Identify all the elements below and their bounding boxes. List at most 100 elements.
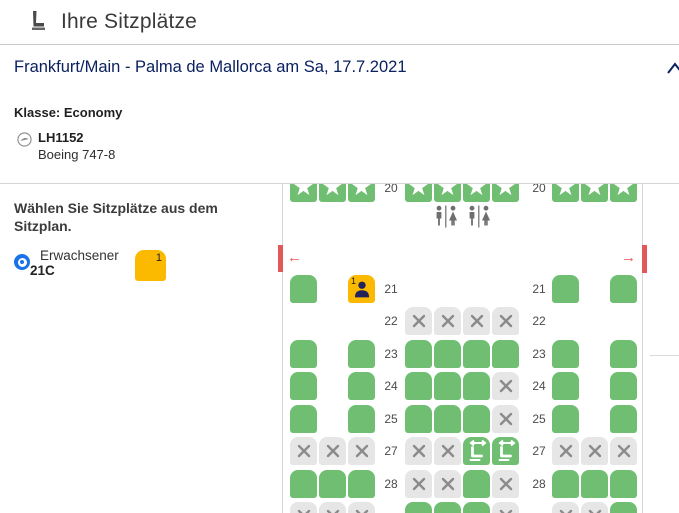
seat-available[interactable] [610,405,637,433]
seat-available[interactable] [434,502,461,513]
seat-available[interactable] [348,470,375,498]
aircraft-type: Boeing 747-8 [38,147,116,162]
seat-available[interactable] [405,340,432,368]
seat-available[interactable] [348,340,375,368]
seat-star[interactable]: ★ [348,184,375,202]
passenger-seat: 21C [30,263,55,278]
row-label: 23 [384,347,398,361]
seat-blocked [290,502,317,513]
seat-available[interactable] [610,275,637,303]
seat-star[interactable]: ★ [463,184,490,202]
seat-blocked [348,437,375,465]
seat-available[interactable] [348,405,375,433]
seat-available[interactable] [405,372,432,400]
seat-blocked [405,470,432,498]
seat-star[interactable]: ★ [581,184,608,202]
seat-blocked [463,307,490,335]
seat-available[interactable] [492,340,519,368]
seat-blocked [434,470,461,498]
seat-available[interactable] [290,470,317,498]
chevron-up-icon[interactable] [667,62,679,74]
seat-blocked [319,502,346,513]
sidebar: Wählen Sie Sitzplätze aus dem Sitzplan. … [0,184,283,513]
row-label: 20 [384,184,398,195]
seat-blocked [434,307,461,335]
seat-star[interactable]: ★ [434,184,461,202]
row-label: 25 [532,412,546,426]
row-label: 20 [532,184,546,195]
row-label: 21 [384,282,398,296]
seat-available[interactable] [552,372,579,400]
seat-blocked [581,437,608,465]
seat-available[interactable] [552,405,579,433]
seat-star[interactable]: ★ [552,184,579,202]
seat-legroom[interactable] [463,437,490,465]
seat-star[interactable]: ★ [405,184,432,202]
passenger-row: Erwachsener 21C [14,248,119,278]
row-label: 27 [384,444,398,458]
seat-blocked [492,307,519,335]
seat-star[interactable]: ★ [319,184,346,202]
seat-available[interactable] [434,340,461,368]
seat-star[interactable]: ★ [290,184,317,202]
route-accordion[interactable]: Frankfurt/Main - Palma de Mallorca am Sa… [0,52,679,82]
row-label: 23 [532,347,546,361]
seat-selected[interactable]: 1 [348,275,375,303]
seat-legroom[interactable] [492,437,519,465]
row-label: 28 [532,477,546,491]
seat-available[interactable] [463,340,490,368]
seat-available[interactable] [405,502,432,513]
page-title: Ihre Sitzplätze [61,10,198,33]
seat-available[interactable] [610,502,637,513]
exit-right-icon [642,245,647,273]
seat-available[interactable] [290,405,317,433]
exit-left-icon [278,245,283,272]
seat-available[interactable] [405,405,432,433]
instruction-text: Wählen Sie Sitzplätze aus dem Sitzplan. [14,200,218,234]
route-title: Frankfurt/Main - Palma de Mallorca am Sa… [14,57,407,76]
row-label: 27 [532,444,546,458]
seat-available[interactable] [290,340,317,368]
flight-number: LH1152 [38,130,84,145]
seat-star[interactable]: ★ [492,184,519,202]
seat-blocked [581,502,608,513]
seat-available[interactable] [463,502,490,513]
seat-available[interactable] [348,372,375,400]
row-label: 22 [384,314,398,328]
seat-available[interactable] [290,372,317,400]
panel-edge-line [650,355,679,356]
seat-available[interactable] [463,470,490,498]
seat-blocked [434,437,461,465]
row-label: 24 [384,379,398,393]
seat-available[interactable] [610,470,637,498]
seat-blocked [552,437,579,465]
seat-map: ★ ★ ★ ★ ★ ★ ★ ★ ★ ★ 20 20 1 21 21 22 22 23 23 24 24 25 25 27 27 2… [283,184,643,513]
seat-blocked [492,372,519,400]
seat-star[interactable]: ★ [610,184,637,202]
passenger-radio[interactable] [14,254,30,270]
seat-blocked [405,437,432,465]
exit-left-arrow-icon: ← [287,249,302,266]
seat-counter-icon: 1 [135,250,166,281]
row-label: 21 [532,282,546,296]
seat-blocked [492,502,519,513]
seat-available[interactable] [610,340,637,368]
seat-blocked [290,437,317,465]
seat-available[interactable] [463,372,490,400]
seat-blocked [492,405,519,433]
seat-available[interactable] [434,372,461,400]
seat-available[interactable] [552,470,579,498]
row-label: 24 [532,379,546,393]
seat-available[interactable] [434,405,461,433]
seat-available[interactable] [463,405,490,433]
seat-available[interactable] [552,275,579,303]
seat-available[interactable] [581,470,608,498]
seat-available[interactable] [552,340,579,368]
seat-available[interactable] [319,470,346,498]
page-header: Ihre Sitzplätze [0,0,679,45]
seat-available[interactable] [290,275,317,303]
seat-available[interactable] [610,372,637,400]
seat-blocked [610,437,637,465]
airline-logo-icon [17,132,32,147]
